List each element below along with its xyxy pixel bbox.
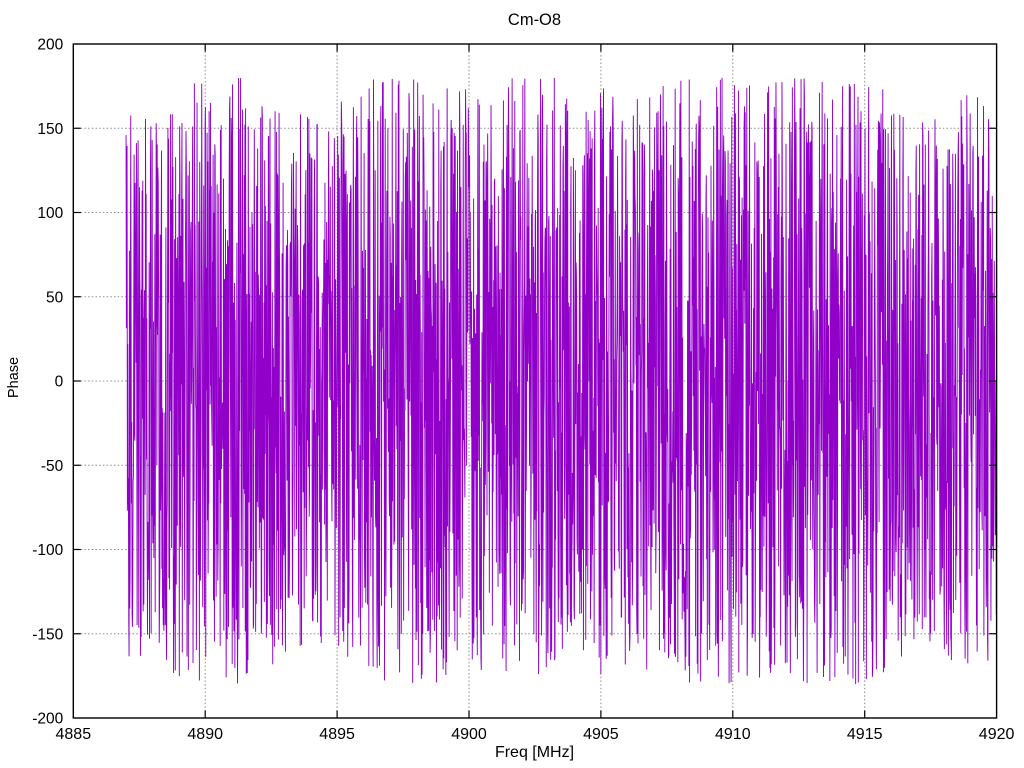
svg-text:4900: 4900 [451,726,487,743]
svg-text:-150: -150 [32,626,63,643]
svg-text:4885: 4885 [56,726,92,743]
svg-text:4915: 4915 [847,726,883,743]
svg-text:4905: 4905 [583,726,619,743]
svg-text:50: 50 [46,289,64,306]
svg-text:-200: -200 [32,711,63,728]
svg-text:4895: 4895 [319,726,355,743]
svg-text:-50: -50 [41,458,64,475]
svg-text:200: 200 [37,37,63,54]
svg-text:0: 0 [55,374,64,391]
svg-text:4910: 4910 [715,726,751,743]
svg-text:150: 150 [37,121,63,138]
svg-text:100: 100 [37,205,63,222]
svg-text:4920: 4920 [979,726,1015,743]
svg-text:-100: -100 [32,542,63,559]
svg-text:4890: 4890 [187,726,223,743]
